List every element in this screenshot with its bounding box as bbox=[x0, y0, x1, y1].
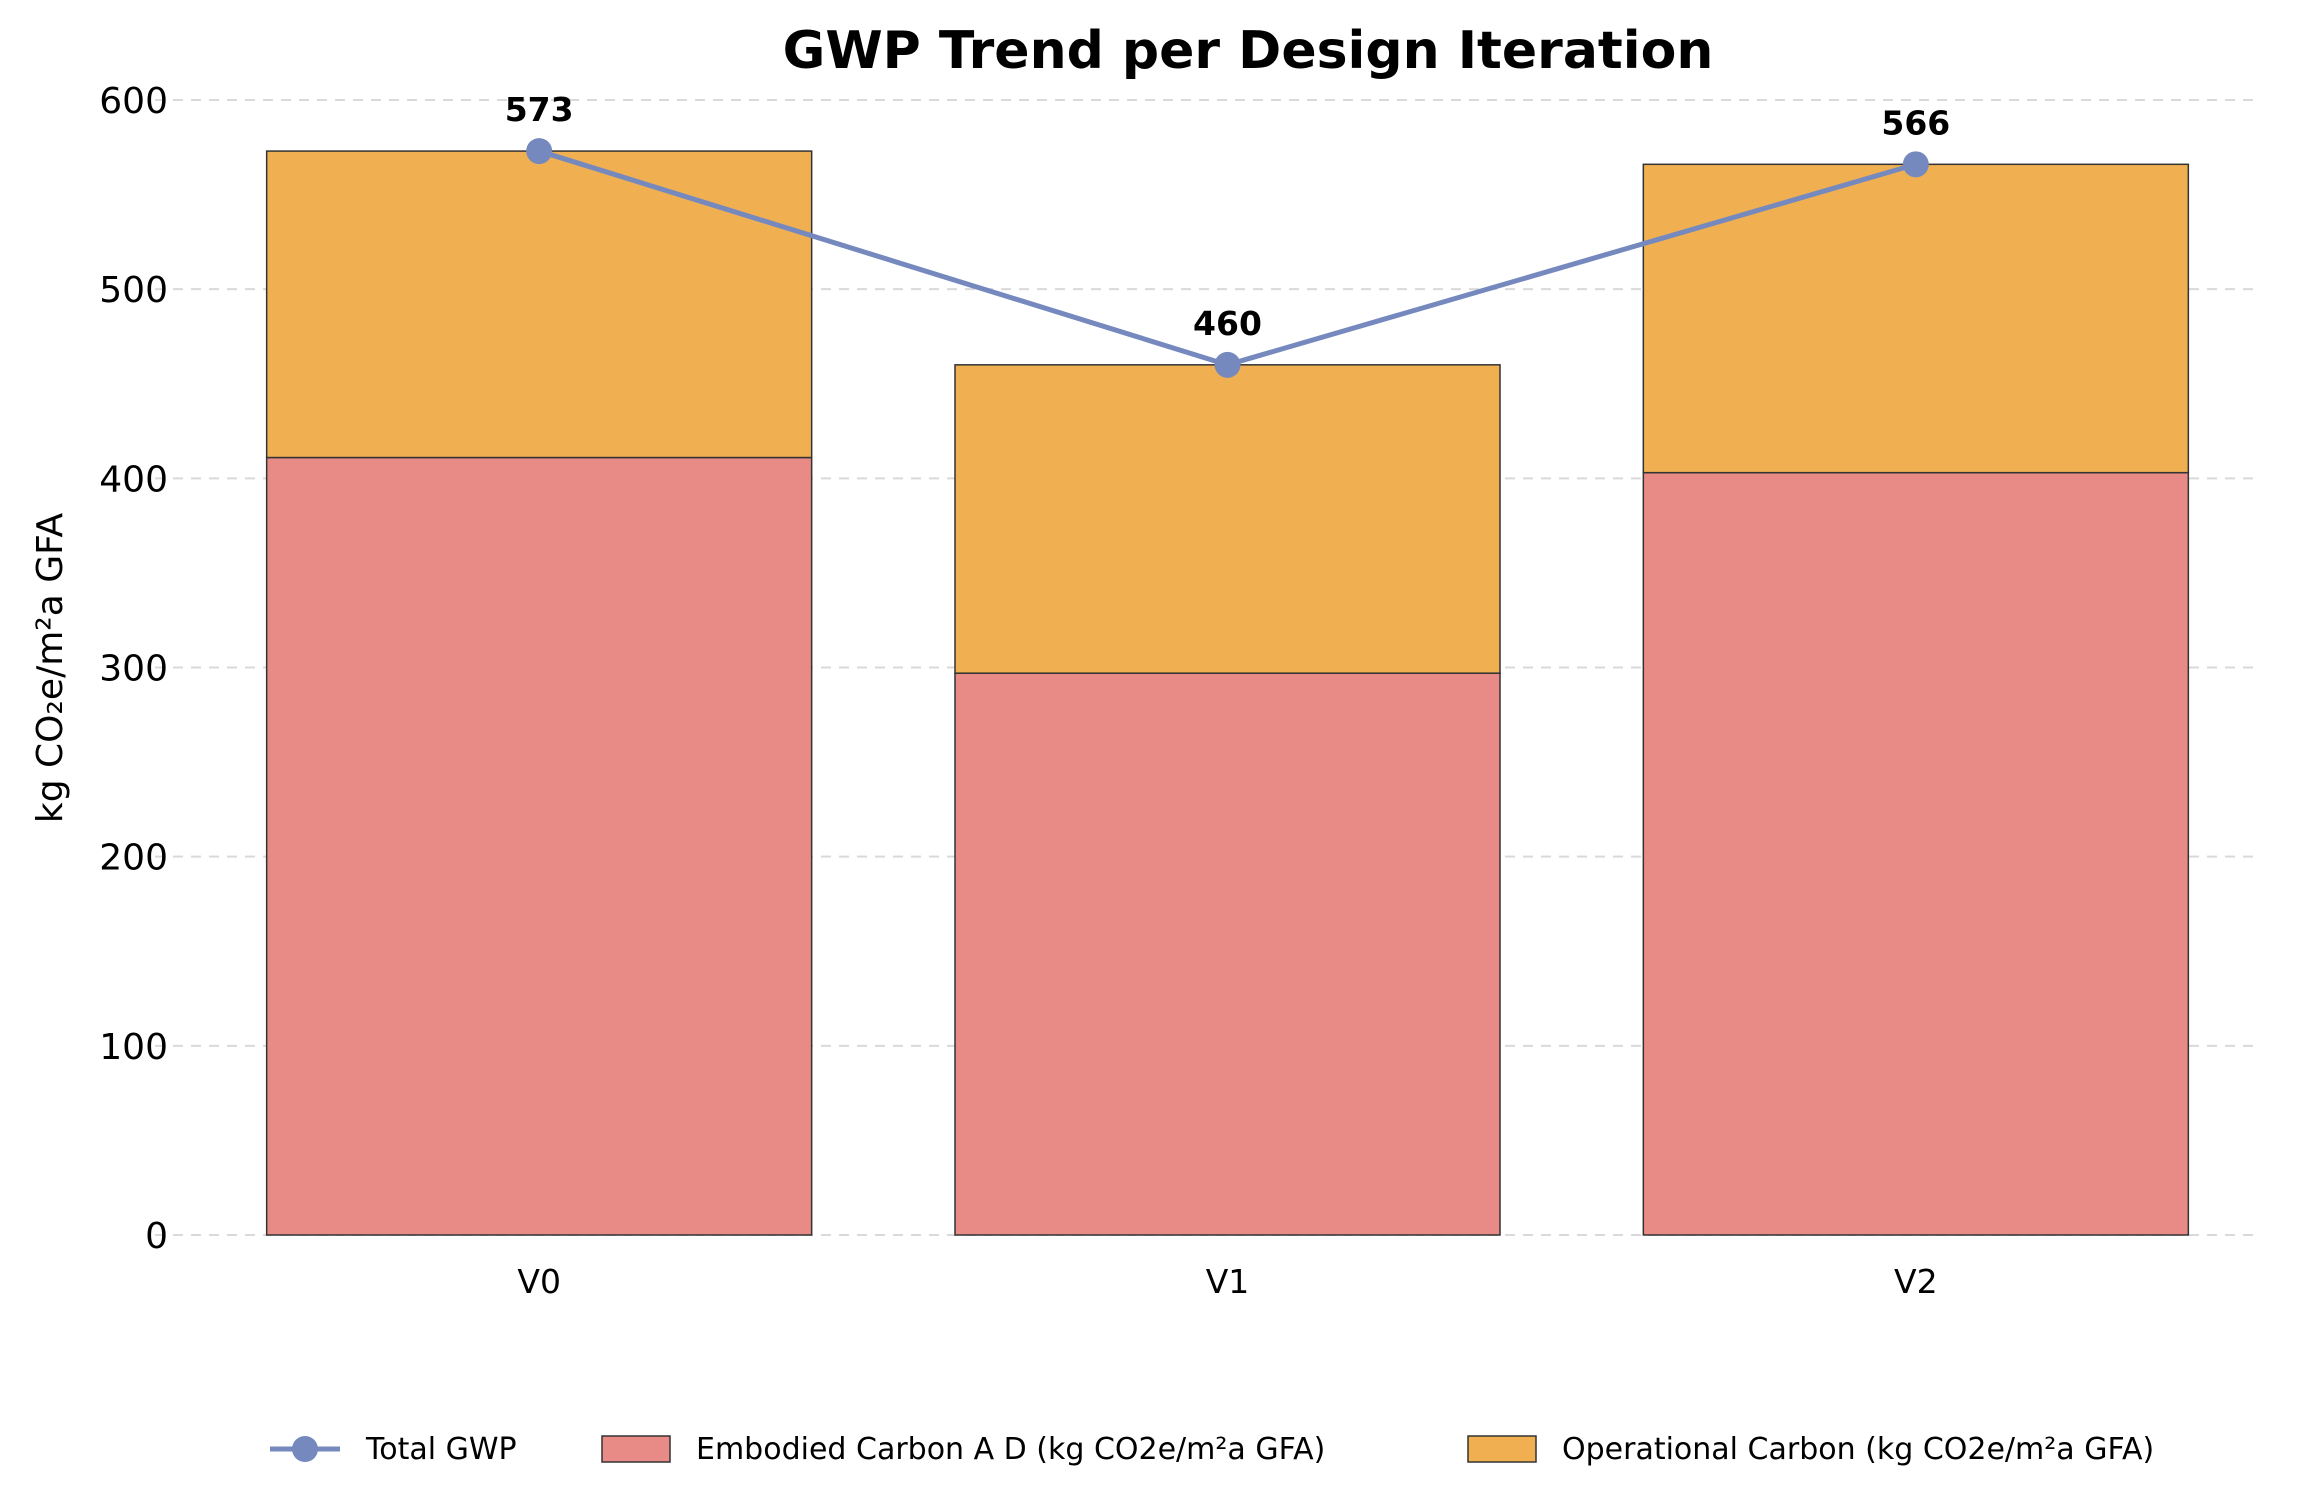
y-axis-label: kg CO₂e/m²a GFA bbox=[30, 513, 71, 824]
y-tick-label: 500 bbox=[99, 270, 168, 311]
data-labels: 573 460 566 bbox=[505, 90, 1951, 343]
data-label: 460 bbox=[1193, 304, 1262, 343]
x-tick-label: V2 bbox=[1894, 1262, 1938, 1301]
y-tick-label: 300 bbox=[99, 649, 168, 690]
total-gwp-line bbox=[526, 138, 1929, 378]
bar-embodied-V0 bbox=[265, 456, 813, 1236]
legend-operational-label: Operational Carbon (kg CO2e/m²a GFA) bbox=[1562, 1432, 2154, 1467]
legend-operational-swatch bbox=[1467, 1435, 1537, 1463]
bar-operational-V2 bbox=[1642, 163, 2190, 474]
y-tick-label: 200 bbox=[99, 838, 168, 879]
y-tick-label: 400 bbox=[99, 459, 168, 500]
data-label: 566 bbox=[1881, 103, 1950, 142]
x-tick-labels: V0 V1 V2 bbox=[517, 1262, 1937, 1301]
y-tick-label: 100 bbox=[99, 1027, 168, 1068]
legend-embodied-label: Embodied Carbon A D (kg CO2e/m²a GFA) bbox=[696, 1432, 1325, 1467]
total-gwp-point bbox=[1214, 351, 1241, 378]
total-gwp-point bbox=[526, 138, 553, 165]
bar-operational-V1 bbox=[954, 364, 1501, 674]
legend: Total GWP Embodied Carbon A D (kg CO2e/m… bbox=[270, 1432, 2154, 1467]
bar-embodied-V2 bbox=[1642, 471, 2190, 1236]
data-label: 573 bbox=[505, 90, 574, 129]
legend-total-gwp-marker-icon bbox=[292, 1436, 318, 1462]
chart-title: GWP Trend per Design Iteration bbox=[783, 21, 1714, 81]
y-tick-label: 600 bbox=[99, 81, 168, 122]
x-tick-label: V0 bbox=[517, 1262, 561, 1301]
total-gwp-point bbox=[1902, 151, 1929, 178]
y-tick-labels: 0 100 200 300 400 500 600 bbox=[99, 81, 168, 1257]
y-tick-label: 0 bbox=[145, 1216, 168, 1257]
x-tick-label: V1 bbox=[1206, 1262, 1250, 1301]
legend-embodied-swatch bbox=[601, 1435, 671, 1463]
bar-embodied-V1 bbox=[954, 672, 1501, 1236]
bar-operational-V0 bbox=[265, 150, 813, 459]
legend-total-gwp-label: Total GWP bbox=[365, 1432, 517, 1467]
